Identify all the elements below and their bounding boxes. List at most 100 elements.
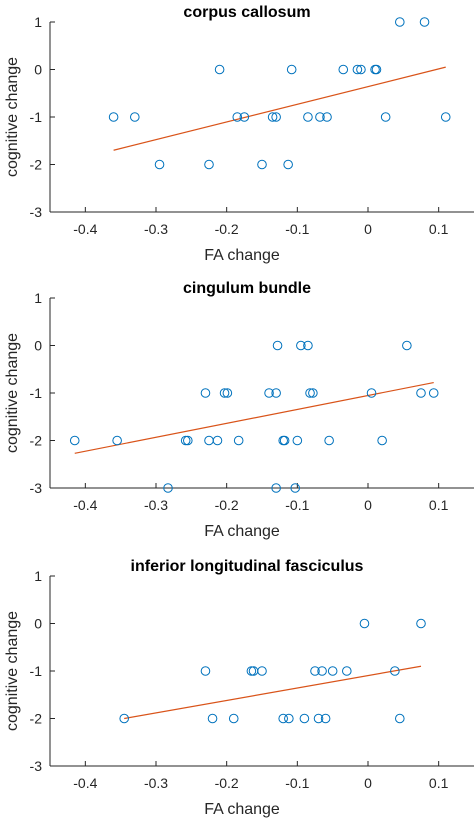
y-tick-label: 1 bbox=[34, 290, 42, 306]
data-point bbox=[228, 713, 239, 724]
y-tick-label: 0 bbox=[34, 616, 42, 632]
data-point bbox=[320, 713, 331, 724]
data-point bbox=[69, 435, 80, 446]
data-point bbox=[377, 435, 387, 446]
data-point bbox=[108, 112, 119, 122]
y-tick-label: -3 bbox=[30, 480, 43, 496]
y-tick-label: 1 bbox=[34, 14, 42, 30]
y-tick-label: 0 bbox=[34, 62, 42, 78]
x-tick-label: -0.1 bbox=[285, 775, 309, 791]
regression-line bbox=[74, 381, 434, 454]
x-tick-label: -0.4 bbox=[73, 775, 97, 791]
data-point bbox=[380, 112, 391, 122]
data-point bbox=[204, 159, 214, 170]
data-point bbox=[163, 483, 173, 493]
data-point bbox=[428, 388, 439, 398]
y-tick-label: 1 bbox=[34, 568, 42, 584]
chart-title: inferior longitudinal fasciculus bbox=[131, 558, 364, 575]
y-tick-label: -2 bbox=[30, 157, 43, 173]
data-point bbox=[416, 618, 426, 629]
regression-line bbox=[124, 665, 422, 720]
data-point bbox=[248, 666, 259, 676]
data-point bbox=[200, 666, 211, 676]
data-point bbox=[257, 159, 267, 170]
x-tick-label: -0.2 bbox=[215, 221, 239, 237]
x-tick-label: -0.2 bbox=[215, 775, 239, 791]
chart-title: corpus callosum bbox=[183, 4, 310, 21]
data-point bbox=[232, 112, 243, 122]
x-axis-label: FA change bbox=[204, 801, 280, 818]
data-point bbox=[212, 435, 223, 446]
data-point bbox=[246, 666, 257, 676]
data-point bbox=[272, 340, 283, 351]
data-point bbox=[327, 666, 338, 676]
y-tick-label: -2 bbox=[30, 433, 43, 449]
data-point bbox=[284, 713, 294, 724]
data-point bbox=[283, 159, 293, 170]
data-point bbox=[222, 388, 233, 398]
x-tick-label: -0.3 bbox=[144, 775, 168, 791]
data-point bbox=[296, 340, 306, 351]
x-tick-label: 0 bbox=[364, 775, 372, 791]
data-point bbox=[324, 435, 334, 446]
data-point bbox=[204, 435, 214, 446]
chart-title: cingulum bundle bbox=[183, 280, 311, 297]
data-point bbox=[200, 388, 211, 398]
data-point bbox=[239, 112, 250, 122]
x-tick-label: -0.1 bbox=[285, 497, 309, 513]
data-point bbox=[338, 64, 349, 75]
y-tick-label: -1 bbox=[30, 109, 43, 125]
data-point bbox=[322, 112, 332, 122]
chart-panel: cingulum bundle -3 -2 -1 0 1 -0.4 -0.3 -0.2 -0.1 0… bbox=[4, 280, 474, 540]
x-tick-label: 0 bbox=[364, 497, 372, 513]
x-tick-label: -0.2 bbox=[215, 497, 239, 513]
data-point bbox=[416, 388, 426, 398]
data-point bbox=[271, 112, 281, 122]
x-tick-label: 0.1 bbox=[429, 497, 449, 513]
data-point bbox=[395, 17, 405, 27]
x-tick-label: -0.4 bbox=[73, 497, 97, 513]
data-point bbox=[119, 713, 129, 724]
regression-line bbox=[113, 66, 446, 151]
data-point bbox=[402, 340, 412, 351]
y-axis-label: cognitive change bbox=[4, 57, 21, 177]
y-axis-label: cognitive change bbox=[4, 333, 21, 453]
data-point bbox=[440, 112, 451, 122]
x-axis-label: FA change bbox=[204, 523, 280, 540]
x-axis-label: FA change bbox=[204, 247, 280, 264]
data-point bbox=[342, 666, 352, 676]
x-tick-label: -0.4 bbox=[73, 221, 97, 237]
data-point bbox=[305, 388, 315, 398]
data-point bbox=[130, 112, 140, 122]
data-point bbox=[233, 435, 244, 446]
data-point bbox=[207, 713, 218, 724]
y-axis-label: cognitive change bbox=[4, 611, 21, 731]
data-point bbox=[264, 388, 274, 398]
y-tick-label: -3 bbox=[30, 204, 43, 220]
x-tick-label: 0.1 bbox=[429, 221, 449, 237]
y-tick-label: -2 bbox=[30, 711, 43, 727]
data-point bbox=[310, 666, 320, 676]
data-point bbox=[271, 483, 281, 493]
data-point bbox=[303, 340, 313, 351]
data-point bbox=[371, 64, 382, 75]
y-tick-label: -3 bbox=[30, 758, 43, 774]
data-point bbox=[308, 388, 318, 398]
chart-panel: inferior longitudinal fasciculus -3 -2 -1 0 1… bbox=[4, 558, 474, 818]
data-point bbox=[317, 666, 327, 676]
data-point bbox=[315, 112, 325, 122]
x-tick-label: -0.1 bbox=[285, 221, 309, 237]
data-point bbox=[395, 713, 405, 724]
data-point bbox=[356, 64, 366, 75]
data-point bbox=[366, 388, 377, 398]
y-tick-label: 0 bbox=[34, 338, 42, 354]
data-point bbox=[352, 64, 363, 75]
data-point bbox=[214, 64, 225, 75]
data-point bbox=[299, 713, 310, 724]
data-point bbox=[290, 483, 301, 493]
data-point bbox=[286, 64, 297, 75]
data-point bbox=[271, 388, 281, 398]
x-tick-label: -0.3 bbox=[144, 497, 168, 513]
data-point bbox=[180, 435, 191, 446]
data-point bbox=[183, 435, 193, 446]
